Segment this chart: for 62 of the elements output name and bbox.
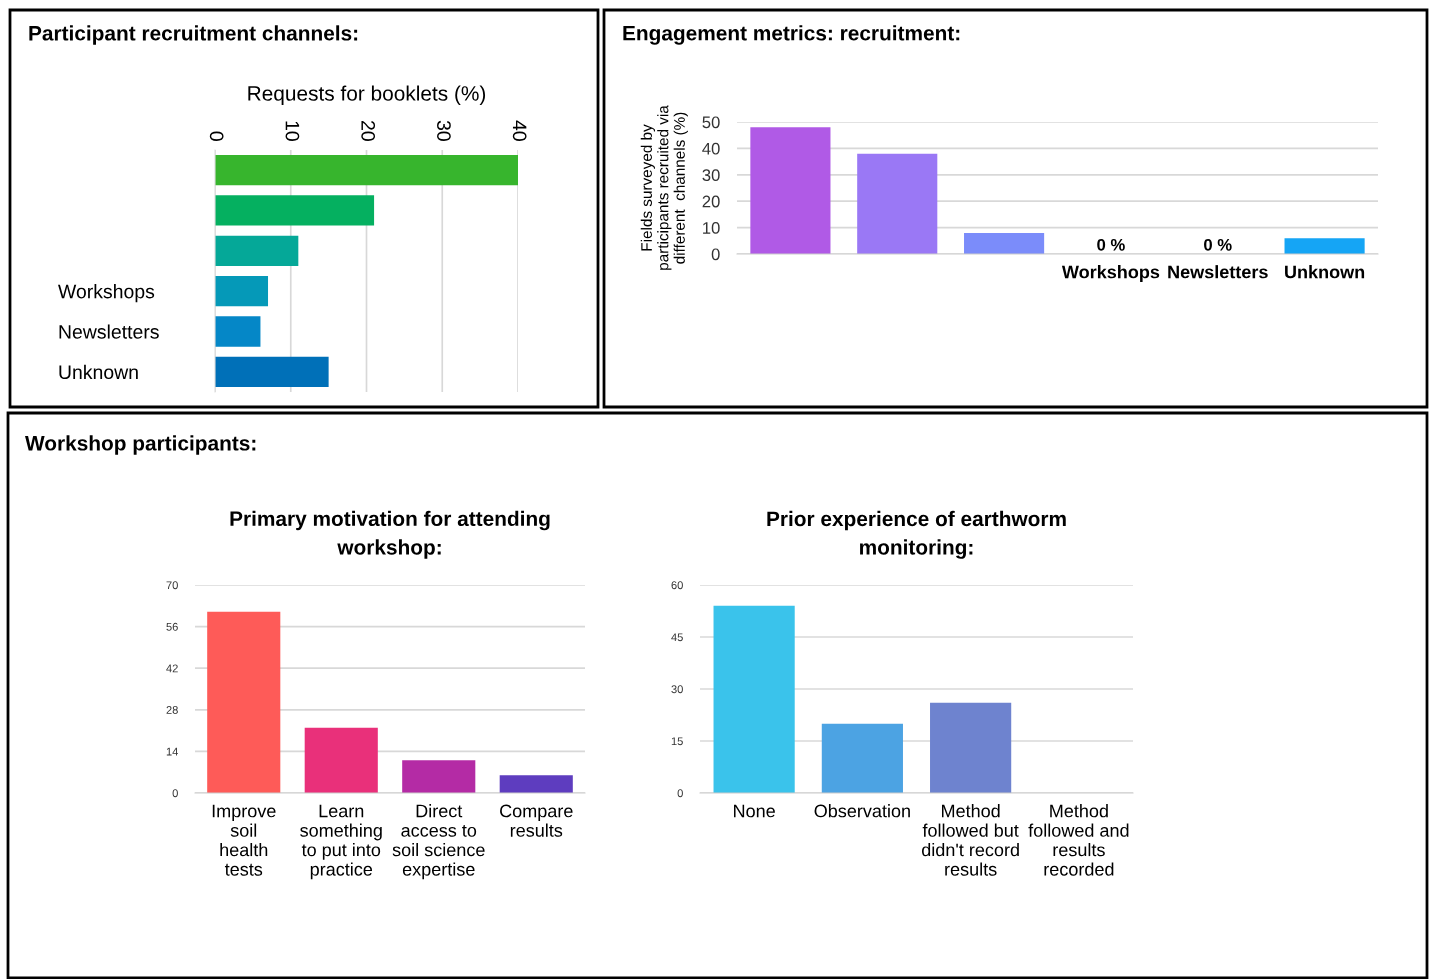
- x-tick-label: 20: [361, 121, 376, 141]
- y-tick-label: Newsletters: [59, 324, 159, 339]
- y-axis-title: Fields surveyed by participants recruited via different channels (%): [640, 105, 688, 270]
- bar: [215, 276, 269, 307]
- x-tick-label: Workshops: [1061, 265, 1160, 282]
- chart-title: Prior experience of earthworm monitoring:: [767, 510, 1066, 559]
- y-tick-label: 30: [671, 685, 683, 694]
- x-tick-label: Method followed and results recorded: [1028, 804, 1129, 876]
- y-tick-label: 40: [702, 142, 720, 155]
- bar: [821, 723, 903, 793]
- y-tick-label: 0: [677, 789, 683, 798]
- y-tick-label: 45: [671, 633, 683, 642]
- x-tick-label: 10: [285, 121, 300, 141]
- bar: [207, 611, 281, 793]
- bar: [215, 195, 375, 226]
- data-label: 0 %: [1097, 238, 1125, 251]
- text: Workshop participants:: [25, 435, 256, 455]
- bar: [215, 235, 299, 266]
- y-tick-label: 60: [671, 581, 683, 590]
- y-tick-label: 15: [671, 737, 683, 746]
- x-tick-label: Method followed but didn't record results: [921, 804, 1019, 876]
- x-tick-label: 30: [437, 120, 451, 141]
- bar: [215, 316, 261, 347]
- bar: [857, 153, 938, 254]
- x-tick-label: 40: [512, 120, 527, 141]
- chart-title: Engagement metrics: recruitment:: [623, 25, 960, 45]
- chart-title: Participant recruitment channels:: [29, 25, 358, 45]
- bar: [713, 605, 795, 793]
- bar: [964, 232, 1045, 254]
- x-tick-label: Newsletters: [1168, 265, 1268, 279]
- x-tick-label: Direct access to soil science expertise: [392, 804, 485, 880]
- bar: [499, 775, 573, 793]
- bar: [1284, 238, 1365, 254]
- y-tick-label: 0: [711, 248, 720, 261]
- y-tick-label: Unknown: [59, 364, 138, 380]
- bar: [402, 760, 476, 793]
- bar: [304, 727, 378, 793]
- x-tick-label: Unknown: [1285, 265, 1365, 279]
- bar: [215, 155, 518, 186]
- x-tick-label: None: [734, 804, 775, 818]
- y-tick-label: 70: [166, 581, 178, 590]
- chart-title: Primary motivation for attending workshop:: [230, 510, 550, 559]
- y-tick-label: 30: [702, 169, 720, 181]
- data-label: 0 %: [1204, 238, 1232, 251]
- x-tick-label: Observation: [814, 804, 910, 818]
- bar: [930, 702, 1012, 793]
- y-tick-label: Workshops: [58, 284, 155, 303]
- y-tick-label: 50: [702, 116, 720, 129]
- y-tick-label: 28: [166, 706, 178, 714]
- x-tick-label: Compare results: [500, 804, 573, 837]
- x-axis-title: Requests for booklets (%): [248, 85, 486, 105]
- y-tick-label: 56: [166, 622, 178, 631]
- x-tick-label: Learn something to put into practice: [300, 804, 382, 880]
- x-tick-label: 0: [209, 131, 224, 141]
- bar: [215, 356, 329, 387]
- x-tick-label: Improve soil health tests: [212, 804, 276, 876]
- bar: [750, 127, 831, 254]
- y-tick-label: 10: [703, 222, 720, 234]
- y-tick-label: 14: [166, 747, 179, 756]
- y-tick-label: 42: [166, 664, 178, 673]
- y-tick-label: 20: [702, 195, 720, 208]
- y-tick-label: 0: [172, 789, 178, 798]
